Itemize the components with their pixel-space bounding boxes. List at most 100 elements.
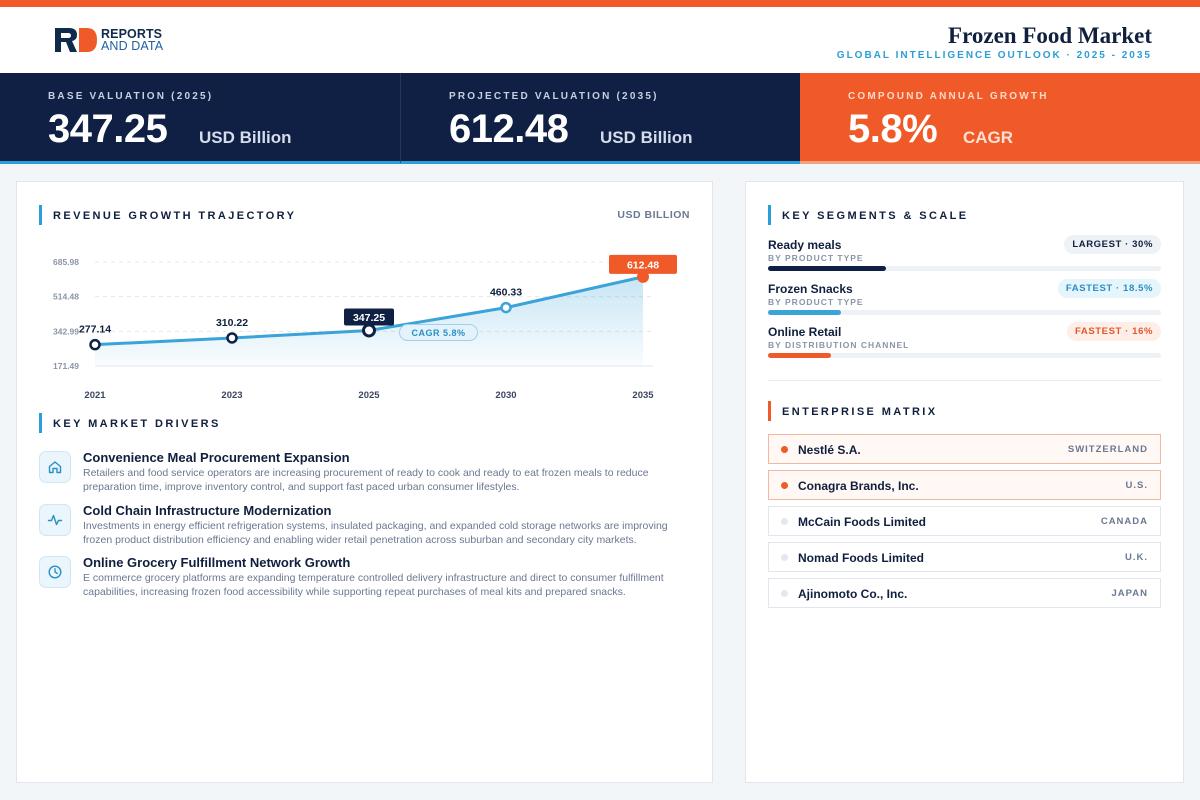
revenue-section-title: REVENUE GROWTH TRAJECTORY [39, 205, 296, 225]
segment-badge: LARGEST · 30% [1064, 235, 1161, 254]
segment-subtitle: BY DISTRIBUTION CHANNEL [768, 340, 910, 350]
segment-name: Online Retail [768, 325, 842, 339]
logo-line-2: AND DATA [101, 39, 164, 53]
enterprise-country: U.K. [1125, 552, 1148, 563]
enterprise-name: Nestlé S.A. [798, 443, 861, 457]
data-label-box [344, 308, 394, 326]
kpi-value: 5.8% [848, 107, 938, 151]
enterprise-country: SWITZERLAND [1067, 444, 1148, 455]
y-tick-label: 514.48 [53, 292, 79, 302]
cagr-pill-label: CAGR 5.8% [411, 328, 465, 338]
drivers-section-title: KEY MARKET DRIVERS [39, 413, 221, 433]
enterprise-row[interactable]: Nomad Foods Limited U.K. [768, 542, 1161, 572]
enterprise-section-title: ENTERPRISE MATRIX [768, 401, 938, 421]
enterprise-name: Nomad Foods Limited [798, 551, 924, 565]
enterprise-row[interactable]: Nestlé S.A. SWITZERLAND [768, 434, 1161, 464]
driver-description: Investments in energy efficient refriger… [83, 520, 668, 546]
enterprise-name: Ajinomoto Co., Inc. [798, 587, 908, 601]
kpi-label: BASE VALUATION (2025) [48, 91, 214, 102]
kpi-strip: BASE VALUATION (2025) 347.25 USD Billion… [0, 73, 1200, 164]
segment-name: Ready meals [768, 238, 842, 252]
revenue-chart: 685.98 514.48 342.99 171.49 CAGR 5.8% 277.14 2… [53, 254, 677, 401]
kpi-unit: CAGR [963, 128, 1014, 147]
enterprise-row[interactable]: Conagra Brands, Inc. U.S. [768, 470, 1161, 500]
logo-text: REPORTS AND DATA [101, 27, 164, 53]
enterprise-country: JAPAN [1111, 588, 1148, 599]
top-accent-bar [0, 0, 1200, 7]
x-tick-label: 2023 [221, 390, 242, 401]
segment-share-track [768, 353, 1161, 358]
pulse-icon [39, 504, 71, 536]
status-dot [781, 482, 788, 489]
enterprise-name: McCain Foods Limited [798, 515, 927, 529]
status-dot [781, 554, 788, 561]
right-panel: KEY SEGMENTS & SCALE Ready meals BY PROD… [745, 181, 1184, 783]
driver-title: Online Grocery Fulfillment Network Growt… [83, 555, 351, 570]
kpi-unit: USD Billion [600, 128, 693, 147]
driver-title: Cold Chain Infrastructure Modernization [83, 503, 332, 518]
kpi-label: COMPOUND ANNUAL GROWTH [848, 91, 1049, 102]
cagr-pill [399, 323, 478, 341]
data-point [500, 301, 512, 314]
brand-logo: REPORTS AND DATA [55, 28, 163, 52]
kpi-value: 347.25 [48, 107, 168, 151]
status-dot [781, 518, 788, 525]
kpi-unit: USD Billion [199, 128, 292, 147]
segment-badge: FASTEST · 16% [1066, 322, 1161, 341]
status-dot [781, 590, 788, 597]
y-tick-label: 685.98 [53, 257, 79, 267]
data-label: 460.33 [490, 287, 522, 299]
kpi-projected-valuation: PROJECTED VALUATION (2035) 612.48 USD Bi… [400, 73, 800, 164]
segment-badge: FASTEST · 18.5% [1057, 279, 1161, 298]
segment-item: Ready meals BY PRODUCT TYPE LARGEST · 30… [768, 235, 1161, 274]
section-divider [768, 380, 1161, 381]
page-subtitle: GLOBAL INTELLIGENCE OUTLOOK · 2025 - 203… [836, 50, 1152, 61]
data-label: 347.25 [353, 312, 385, 324]
segment-subtitle: BY PRODUCT TYPE [768, 297, 864, 307]
segment-share-track [768, 266, 1161, 271]
enterprise-country: U.S. [1125, 480, 1148, 491]
enterprise-country: CANADA [1100, 516, 1148, 527]
segment-item: Frozen Snacks BY PRODUCT TYPE FASTEST · … [768, 279, 1161, 318]
enterprise-row[interactable]: Ajinomoto Co., Inc. JAPAN [768, 578, 1161, 608]
driver-description: E commerce grocery platforms are expandi… [83, 572, 664, 598]
enterprise-name: Conagra Brands, Inc. [798, 479, 919, 493]
segment-share-bar [768, 266, 886, 271]
kpi-base-valuation: BASE VALUATION (2025) 347.25 USD Billion [0, 73, 400, 164]
x-tick-label: 2021 [84, 390, 106, 401]
driver-title: Convenience Meal Procurement Expansion [83, 450, 350, 465]
data-point [226, 332, 238, 344]
home-icon [39, 451, 71, 483]
area-fill [95, 276, 643, 366]
kpi-cagr: COMPOUND ANNUAL GROWTH 5.8% CAGR [800, 73, 1200, 164]
kpi-label: PROJECTED VALUATION (2035) [449, 91, 659, 102]
logo-line-1: REPORTS [101, 27, 163, 41]
data-label-box [609, 254, 677, 274]
segment-name: Frozen Snacks [768, 282, 853, 296]
data-label: 310.22 [216, 317, 248, 329]
clock-icon [39, 556, 71, 588]
page-header: REPORTS AND DATA Frozen Food Market GLOB… [0, 7, 1200, 73]
x-tick-label: 2030 [495, 390, 516, 401]
revenue-unit-label: USD BILLION [617, 209, 690, 221]
data-label: 612.48 [627, 259, 659, 271]
segment-share-bar [768, 310, 841, 315]
driver-description: Retailers and food service operators are… [83, 467, 649, 493]
enterprise-row[interactable]: McCain Foods Limited CANADA [768, 506, 1161, 536]
data-point [362, 323, 376, 338]
segment-subtitle: BY PRODUCT TYPE [768, 253, 864, 263]
data-point [89, 338, 101, 351]
page-title: Frozen Food Market [948, 23, 1152, 48]
y-tick-label: 171.49 [53, 361, 79, 371]
y-tick-label: 342.99 [53, 326, 79, 336]
segment-item: Online Retail BY DISTRIBUTION CHANNEL FA… [768, 322, 1161, 361]
left-panel: REVENUE GROWTH TRAJECTORY USD BILLION 68… [16, 181, 713, 783]
x-tick-label: 2025 [358, 390, 380, 401]
x-tick-label: 2035 [632, 390, 654, 401]
reports-and-data-logo-icon [55, 28, 97, 52]
segment-share-bar [768, 353, 831, 358]
kpi-value: 612.48 [449, 107, 569, 151]
status-dot [781, 446, 788, 453]
data-label: 277.14 [79, 324, 111, 336]
segment-share-track [768, 310, 1161, 315]
